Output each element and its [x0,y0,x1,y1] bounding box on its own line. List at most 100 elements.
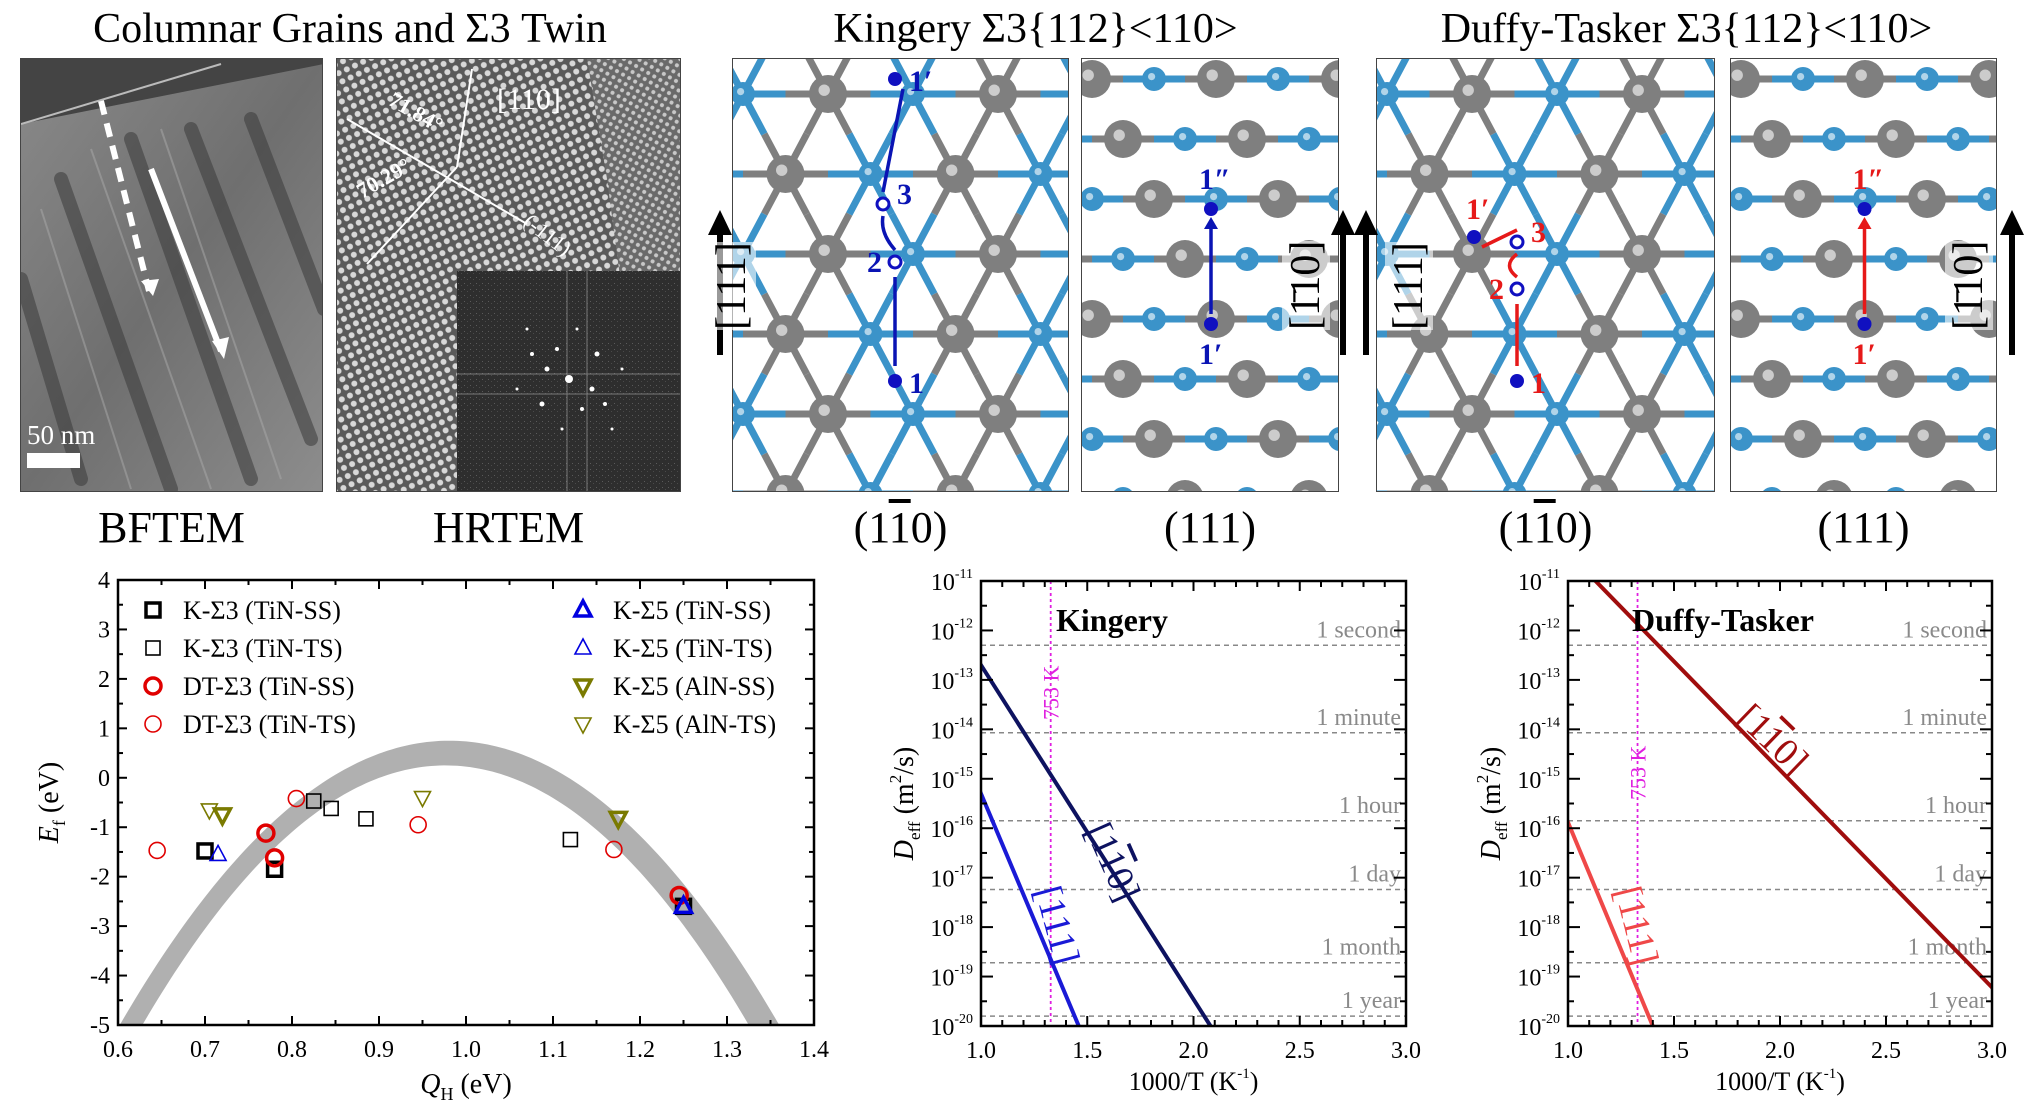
site-1-marker [1510,374,1524,388]
y-tick-label: 1 [98,716,110,742]
y-tick-label: 10-11 [1518,567,1560,596]
ti-atom [1291,480,1327,491]
y-tick-label: -4 [90,964,110,990]
duffy-tasker-diffusivity-chart: 1 second 1 minute 1 hour 1 day 1 month 1 year… [1473,567,2007,1096]
atom-highlight [1793,189,1805,201]
y-tick-label: 10-17 [1517,864,1560,893]
scale-bar-label: 50 nm [27,420,95,450]
atom-highlight [1917,189,1929,201]
site-label-3: 1′ [909,65,932,98]
atom-highlight [1731,309,1743,321]
atom-highlight [1462,404,1474,416]
bftem-image: 50 nm [20,58,323,492]
data-point [358,811,374,827]
n-atom [1377,402,1399,426]
y-tick-label: 10-16 [930,814,973,843]
legend-marker [572,678,594,699]
atom-highlight [1983,193,1991,201]
hop-arrowhead [1204,217,1218,229]
atom-highlight [1855,69,1867,81]
caption-bar: 1 [1533,503,1556,552]
n-atom [1731,187,1753,211]
ti-atom [1731,300,1760,338]
atom-highlight [1301,489,1310,491]
atom-highlight [1508,168,1516,176]
atom-highlight [1144,429,1156,441]
legend-label: K-Σ5 (TiN-TS) [613,634,772,663]
formation-energy-chart: 0.6 0.7 0.8 0.9 1.0 1.1 1.2 1.3 1.4 4 3 2 1 0 -1 -2 -3 -4… [34,568,829,1104]
n-atom [1328,427,1338,451]
legend-label: K-Σ5 (AlN-SS) [613,672,775,701]
timescale-label: 1 month [1322,935,1401,961]
atom-highlight [737,408,745,416]
atom-highlight [864,488,872,491]
x-tick-label: 0.8 [277,1037,307,1063]
atom-highlight [1632,244,1644,256]
y-tick-label: 10-20 [1517,1012,1560,1041]
bond [1704,59,1714,77]
atom-highlight [1034,168,1042,176]
atom-highlight [818,404,830,416]
atom-highlight [1268,189,1280,201]
y-tick-label: 10-13 [1517,666,1560,695]
site-1p-marker [1467,230,1481,244]
legend-marker [144,715,162,733]
site-label-1: 2 [1489,273,1504,306]
atom-highlight [1148,313,1156,321]
bond [1702,111,1714,136]
y-axis-label: Deff (m2/s) [886,747,924,861]
n-atom [1672,482,1697,491]
atom-highlight [1330,309,1338,321]
site-label-1p: 1′ [1199,338,1222,371]
y-tick-label: 10-18 [930,913,973,942]
hrtem-texture: 71.84° 70.29° [110] (-111) [337,59,680,491]
data-point [413,790,432,809]
legend-marker [144,601,162,619]
atom-highlight [1272,313,1280,321]
y-tick-label: 10-17 [930,864,973,893]
atom-highlight [988,244,1000,256]
fft-inset [457,271,680,491]
atom-highlight [1210,433,1218,441]
y-tick-label: 3 [98,617,110,643]
legend-marker [573,717,593,735]
y-tick-label: -3 [90,914,110,940]
y-axis-label: Deff (m2/s) [1473,747,1511,861]
atom-highlight [1793,429,1805,441]
x-tick-label: 1.0 [451,1037,481,1063]
atom-highlight [1508,488,1516,491]
n-atom [733,82,755,106]
atom-highlight [1148,73,1156,81]
scale-bar [27,453,80,468]
lattice [733,59,1068,491]
n-atom [1082,427,1104,451]
hop-path-3-1p [881,88,905,193]
timescale-label: 1 month [1908,935,1987,961]
series-label-0: [110] [1077,817,1148,908]
duffy-1-10-structure: 1 23 1′ [1377,59,1714,491]
timescale-label: 1 year [1928,988,1987,1014]
series-3 [148,789,623,860]
atom-highlight [988,404,1000,416]
atom-highlight [1330,69,1338,81]
y-tick-label: 0 [98,766,110,792]
site-label-0: 1 [909,367,924,400]
bond [1702,431,1714,456]
duffy-1-10-direction-arrow [2000,210,2024,355]
duffy-1-10-caption: (110) [1376,506,1715,550]
x-tick-label: 0.6 [103,1037,133,1063]
n-atom [1763,487,1781,491]
bond [1702,372,1714,397]
y-tick-label: 4 [98,568,110,594]
series-7 [200,790,432,821]
timescale-label: 1 minute [1316,705,1401,731]
site-1pp-marker [1204,202,1218,216]
atom-highlight [1462,84,1474,96]
atom-highlight [776,164,788,176]
atom-highlight [1082,69,1094,81]
site-3-marker [875,196,891,212]
atom-highlight [1272,73,1280,81]
timescale-label: 1 second [1902,617,1987,643]
atom-highlight [1762,129,1774,141]
atom-highlight [864,328,872,336]
